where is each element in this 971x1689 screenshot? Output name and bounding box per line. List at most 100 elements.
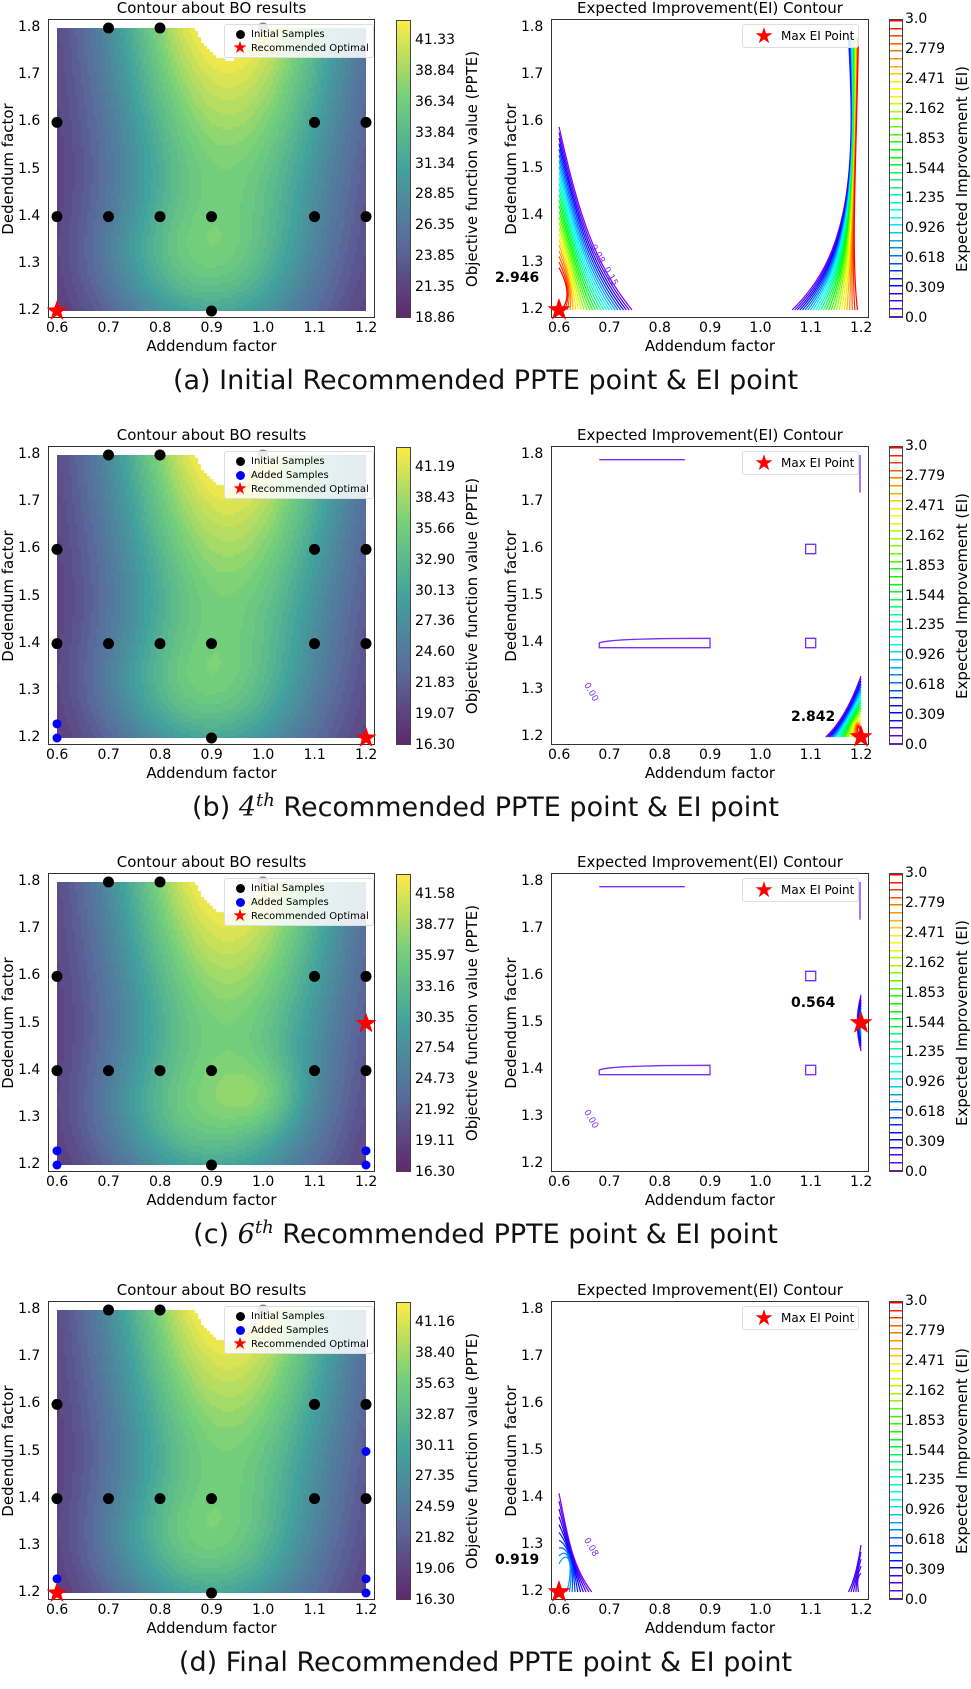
right-colorbar-tick: 2.471	[905, 497, 946, 514]
right-colorbar-label: Expected Improvement (EI)	[953, 492, 971, 699]
initial-sample-point	[360, 543, 372, 555]
right-y-tick-label: 1.4	[521, 207, 544, 223]
ei-contour-line	[558, 239, 577, 311]
ei-contour-line	[558, 211, 591, 311]
right-colorbar-tick: 0.0	[905, 1592, 928, 1608]
right-axes-frame	[551, 873, 869, 1172]
right-colorbar-tick: 2.471	[905, 70, 946, 87]
right-colorbar-tick: 1.544	[905, 1014, 946, 1031]
left-x-axis-label: Addendum factor	[146, 764, 277, 782]
legend-item: Initial Samples	[229, 454, 369, 468]
right-colorbar-tick: 0.618	[905, 677, 946, 694]
right-y-tick-label: 1.5	[521, 1014, 544, 1030]
left-x-tick-label: 0.9	[200, 320, 223, 336]
ei-contour-line	[558, 154, 619, 311]
ei-contour-line	[804, 1064, 817, 1076]
right-colorbar	[889, 19, 903, 318]
initial-sample-point	[360, 1065, 372, 1077]
left-colorbar-tick: 38.77	[415, 916, 456, 933]
right-colorbar-tick: 0.926	[905, 1074, 946, 1091]
right-plot-title: Expected Improvement(EI) Contour	[577, 853, 843, 871]
initial-sample-point	[103, 1065, 114, 1077]
legend-marker	[229, 883, 251, 893]
left-legend: Initial Samples Added Samples ★ Recommended…	[224, 451, 374, 499]
ei-contour-line	[836, 694, 862, 738]
left-x-tick-label: 1.0	[252, 320, 275, 336]
legend-label: Added Samples	[251, 1324, 329, 1336]
right-y-tick-label: 1.7	[521, 66, 544, 82]
star-icon: ★	[232, 1334, 248, 1354]
left-y-tick-label: 1.4	[18, 634, 41, 651]
ei-contour-line	[839, 699, 862, 738]
ei-contour-line	[842, 705, 862, 738]
right-legend: ★ Max EI Point	[742, 451, 860, 476]
initial-sample-point	[360, 970, 372, 982]
caption-text: Recommended PPTE point & EI point	[273, 1219, 778, 1250]
caption-text: Final Recommended PPTE point & EI point	[225, 1647, 793, 1678]
star-icon: ★	[232, 906, 248, 926]
initial-sample-point	[309, 638, 320, 650]
ei-contour-line	[558, 166, 613, 311]
legend-item: Initial Samples	[229, 881, 369, 895]
right-colorbar-tick: 0.618	[905, 250, 946, 267]
legend-item: ★ Max EI Point	[747, 878, 854, 903]
initial-sample-point	[154, 876, 166, 888]
right-axes-frame	[551, 19, 869, 318]
added-sample-point	[361, 1146, 371, 1156]
recommended-optimal-star	[355, 727, 377, 747]
left-y-tick-label: 1.6	[18, 540, 41, 557]
ei-contour-line	[828, 681, 862, 738]
initial-sample-point	[309, 1493, 320, 1505]
left-x-tick-label: 0.7	[97, 1602, 120, 1618]
left-colorbar-tick: 27.36	[415, 613, 456, 630]
right-colorbar-tick: 1.235	[905, 1472, 946, 1489]
right-y-tick-label: 1.4	[521, 1489, 544, 1505]
ei-contour-line	[558, 177, 608, 311]
right-x-tick-label: 0.7	[598, 747, 621, 763]
left-y-tick-label: 1.5	[18, 587, 41, 604]
right-colorbar-tick: 2.779	[905, 467, 946, 484]
initial-sample-point	[206, 1587, 217, 1599]
left-x-tick-label: 0.6	[46, 747, 69, 763]
right-colorbar-tick: 1.853	[905, 1412, 946, 1429]
right-colorbar	[889, 1301, 903, 1600]
right-colorbar-tick: 2.162	[905, 527, 946, 544]
left-colorbar-tick: 30.13	[415, 582, 456, 599]
max-ei-star	[547, 1580, 571, 1602]
right-y-tick-label: 1.8	[521, 873, 544, 889]
left-colorbar-tick: 21.83	[415, 675, 456, 692]
right-y-tick-label: 1.5	[521, 1442, 544, 1458]
left-y-tick-label: 1.3	[18, 681, 41, 698]
left-colorbar-tick: 33.16	[415, 978, 456, 995]
left-x-tick-label: 0.9	[200, 747, 223, 763]
ei-contour-line	[558, 182, 605, 311]
left-x-tick-label: 1.1	[303, 747, 326, 763]
left-axes-frame	[48, 873, 375, 1172]
ei-contours	[547, 37, 860, 320]
right-y-tick-label: 1.3	[521, 1536, 544, 1552]
right-colorbar-tick: 3.0	[905, 11, 928, 27]
left-y-tick-label: 1.7	[18, 920, 41, 937]
left-y-tick-label: 1.5	[18, 160, 41, 177]
left-y-tick-label: 1.6	[18, 1395, 41, 1412]
right-x-tick-label: 0.8	[648, 320, 671, 336]
legend-item: ★ Max EI Point	[747, 451, 854, 476]
legend-marker	[229, 456, 251, 466]
initial-sample-point	[51, 970, 63, 982]
right-colorbar-tick: 1.853	[905, 557, 946, 574]
max-ei-value: 0.564	[791, 995, 836, 1011]
ei-contour-line	[558, 194, 599, 311]
right-legend: ★ Max EI Point	[742, 24, 860, 49]
star-icon: ★	[754, 1305, 774, 1331]
left-x-tick-label: 1.2	[355, 1174, 378, 1190]
right-y-tick-label: 1.3	[521, 254, 544, 270]
left-colorbar-tick: 19.11	[415, 1133, 456, 1150]
ei-contour-line	[558, 171, 610, 311]
ei-contour-line	[558, 205, 594, 311]
initial-sample-point	[309, 970, 320, 982]
initial-sample-point	[309, 211, 320, 223]
right-y-tick-label: 1.7	[521, 920, 544, 936]
ei-contour-line	[558, 1524, 582, 1593]
legend-marker	[229, 1325, 251, 1335]
